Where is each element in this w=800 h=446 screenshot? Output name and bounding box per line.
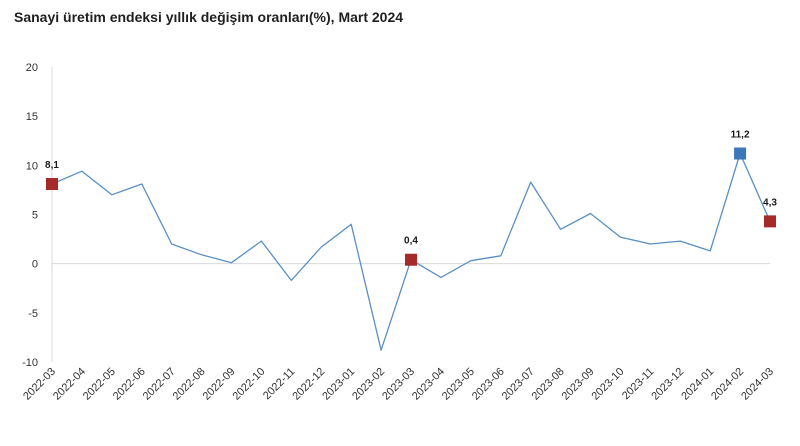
y-axis: -10 -5 0 5 10 15 20	[22, 62, 38, 369]
data-point-2022-07	[170, 243, 173, 246]
highlight-marker-2022-03	[46, 178, 58, 191]
data-point-2023-08	[559, 228, 562, 231]
data-point-2024-01	[709, 249, 712, 252]
data-point-2022-06	[140, 183, 143, 186]
data-point-2022-11	[290, 279, 293, 282]
series-line-layer	[51, 152, 771, 352]
marker-layer: 8,1 0,4 11,2 4,3	[45, 130, 777, 266]
data-point-2023-05	[469, 259, 472, 262]
y-tick-label: 15	[26, 111, 38, 123]
data-point-2023-12	[679, 240, 682, 243]
y-tick-label: -5	[28, 308, 38, 320]
data-point-2023-07	[529, 181, 532, 184]
highlight-marker-2024-02	[734, 147, 747, 160]
y-tick-label: 20	[26, 62, 38, 74]
data-point-2023-02	[380, 349, 383, 352]
data-point-2023-11	[649, 243, 652, 246]
y-tick-label: 10	[26, 160, 38, 172]
x-tick-label: 2023-10	[590, 366, 627, 403]
x-tick-label: 2024-03	[739, 366, 776, 403]
data-point-2023-09	[589, 212, 592, 215]
series-line	[51, 152, 771, 351]
data-point-2022-05	[110, 193, 113, 196]
x-tick-label: 2022-10	[231, 366, 268, 403]
data-label-2024-02: 11,2	[731, 130, 750, 141]
data-point-2023-06	[499, 254, 502, 257]
data-point-2022-08	[200, 253, 203, 256]
grid-layer	[51, 67, 770, 362]
data-point-2022-09	[230, 261, 233, 264]
data-point-2022-10	[260, 240, 263, 243]
chart-title: Sanayi üretim endeksi yıllık değişim ora…	[14, 9, 404, 25]
highlight-marker-2023-03	[405, 253, 417, 266]
y-tick-label: 0	[32, 259, 38, 271]
data-point-2023-04	[439, 276, 442, 279]
data-label-2022-03: 8,1	[45, 160, 59, 171]
data-label-2023-03: 0,4	[404, 236, 418, 247]
data-label-2024-03: 4,3	[763, 197, 777, 208]
data-point-2023-10	[619, 236, 622, 239]
highlight-marker-2024-03	[764, 215, 776, 228]
y-tick-label: -10	[22, 357, 38, 369]
y-tick-label: 5	[32, 210, 38, 222]
data-point-2022-04	[80, 170, 83, 173]
data-point-2022-12	[320, 245, 323, 248]
x-axis: 2022-032022-042022-052022-062022-072022-…	[21, 366, 776, 403]
data-point-2023-01	[350, 223, 353, 226]
